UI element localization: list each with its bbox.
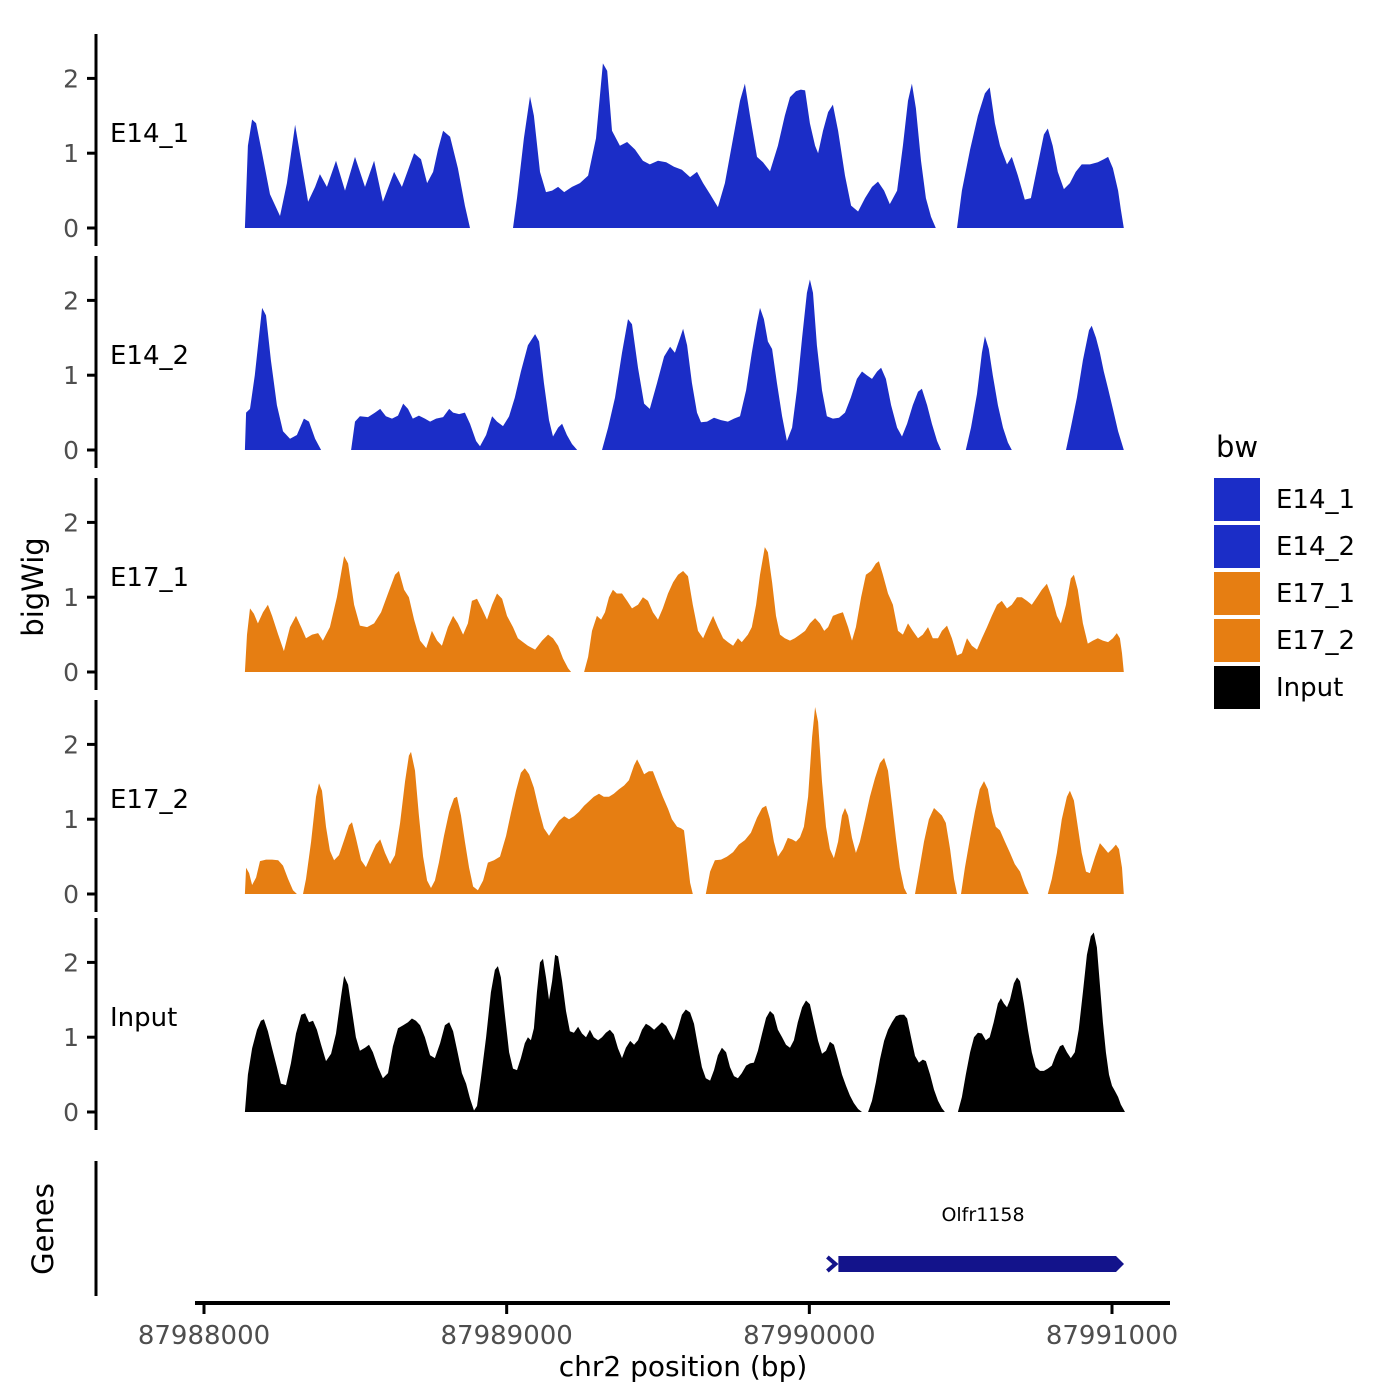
legend-label: E14_1 [1276,484,1356,515]
track-label-E17_2: E17_2 [110,785,189,815]
y-tick-label: 2 [63,508,79,537]
y-tick-label: 1 [63,1023,79,1052]
y-tick-label: 1 [63,583,79,612]
legend-item-e14-2: E14_2 [1214,525,1355,568]
y-tick-label: 0 [63,1098,79,1127]
legend-item-e17-1: E17_1 [1214,572,1355,615]
genes-axis-title: Genes [26,1183,60,1275]
y-tick-label: 0 [63,658,79,687]
track-area-E17_1 [244,547,1124,672]
track-area-E14_2 [244,279,1124,450]
y-tick-label: 2 [63,286,79,315]
track-area-E17_2 [244,707,1124,894]
legend-title: bw [1216,430,1259,464]
legend-item-e14-1: E14_1 [1214,478,1355,521]
y-tick-label: 2 [63,948,79,977]
y-tick-label: 0 [63,436,79,465]
x-axis-title: chr2 position (bp) [558,1350,808,1383]
legend-item-e17-2: E17_2 [1214,619,1355,662]
track-label-Input: Input [110,1003,177,1033]
legend-item-input: Input [1214,666,1355,709]
y-tick-label: 2 [63,730,79,759]
legend-swatch-e14-2 [1214,525,1260,568]
x-tick-label: 87988000 [138,1321,270,1351]
legend-swatch-e17-2 [1214,619,1260,662]
track-area-E14_1 [244,63,1124,229]
legend-swatch-input [1214,666,1260,709]
track-area-Input [244,932,1125,1112]
y-tick-label: 0 [63,880,79,909]
y-tick-label: 0 [63,214,79,243]
y-tick-label: 1 [63,361,79,390]
legend: bw E14_1 E14_2 E17_1 E17_2 Input [1214,430,1355,713]
legend-swatch-e17-1 [1214,572,1260,615]
track-label-E14_2: E14_2 [110,341,189,371]
y-tick-label: 2 [63,64,79,93]
y-tick-label: 1 [63,139,79,168]
track-label-E14_1: E14_1 [110,119,189,149]
legend-label: E17_1 [1276,578,1356,609]
y-tick-label: 1 [63,805,79,834]
track-label-E17_1: E17_1 [110,563,189,593]
legend-label: Input [1276,672,1344,703]
legend-label: E17_2 [1276,625,1356,656]
x-tick-label: 87991000 [1046,1321,1178,1351]
gene-name-label: Olfr1158 [941,1204,1025,1226]
gene-body-Olfr1158 [838,1256,1124,1272]
x-tick-label: 87989000 [440,1321,572,1351]
gene-strand-arrow-icon [826,1255,839,1273]
y-axis-title: bigWig [16,537,50,637]
x-tick-label: 87990000 [743,1321,875,1351]
legend-swatch-e14-1 [1214,478,1260,521]
legend-label: E14_2 [1276,531,1356,562]
